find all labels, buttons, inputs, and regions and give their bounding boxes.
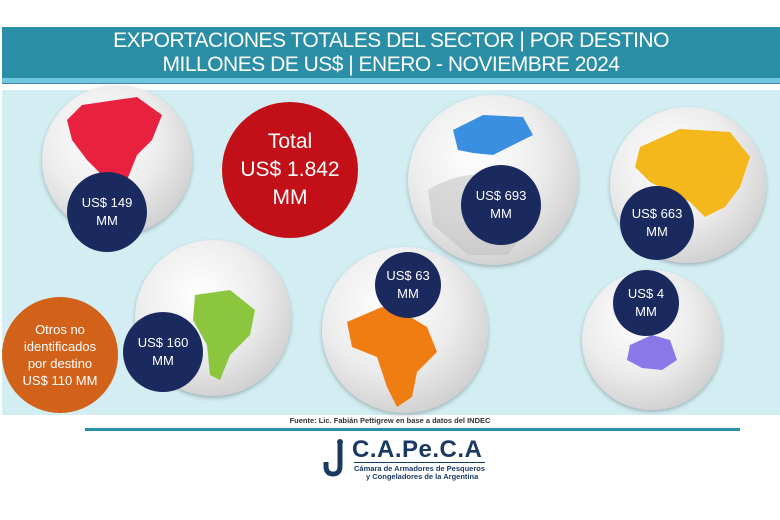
capeca-logo: C.A.Pe.C.A Cámara de Armadores de Pesque… [322,436,512,481]
value-asia: US$ 663 MM [620,186,694,260]
value-europe: US$ 693 MM [461,165,541,245]
source-note: Fuente: Lic. Fabián Pettigrew en base a … [289,416,491,425]
value-south-america: US$ 160 MM [123,312,203,392]
otros-circle: Otros no identificados por destino US$ 110 … [2,297,118,413]
value-north-america: US$ 149 MM [67,172,147,252]
divider [85,428,740,431]
header-stripe [2,78,780,84]
title-line-2: MILLONES DE US$ | ENERO - NOVIEMBRE 2024 [162,53,620,76]
value-africa: US$ 63 MM [375,252,441,318]
title-banner: EXPORTACIONES TOTALES DEL SECTOR | POR D… [2,27,780,78]
value-oceania: US$ 4 MM [613,270,679,336]
total-circle: Total US$ 1.842 MM [222,102,358,238]
title-line-1: EXPORTACIONES TOTALES DEL SECTOR | POR D… [113,29,669,52]
hook-icon [323,439,343,477]
